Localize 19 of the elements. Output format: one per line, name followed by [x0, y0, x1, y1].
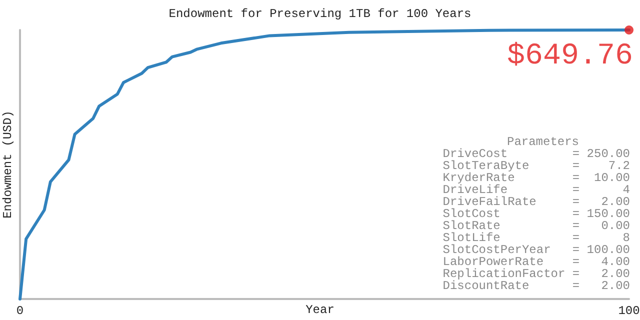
x-tick-label: 0 — [16, 304, 24, 318]
x-tick-label: 100 — [618, 304, 640, 318]
x-axis-title: Year — [306, 303, 334, 317]
annotation: KryderRate = 10.00 — [442, 171, 630, 185]
annotation: ReplicationFactor = 2.00 — [442, 267, 630, 281]
annotation: LaborPowerRate = 4.00 — [442, 255, 630, 269]
annotation: SlotCostPerYear = 100.00 — [442, 243, 630, 257]
annotation: SlotLife = 8 — [442, 231, 630, 245]
y-axis-title: Endowment (USD) — [1, 110, 15, 219]
annotation: SlotTeraByte = 7.2 — [442, 159, 630, 173]
annotation: DiscountRate = 2.00 — [442, 279, 630, 293]
annotation: DriveLife = 4 — [442, 183, 630, 197]
annotation: DriveCost = 250.00 — [442, 147, 630, 161]
data-label: $649.76 — [506, 40, 633, 74]
annotation: SlotRate = 0.00 — [442, 219, 630, 233]
annotation: Parameters — [507, 135, 580, 149]
chart-title: Endowment for Preserving 1TB for 100 Years — [168, 7, 472, 21]
annotation: SlotCost = 150.00 — [442, 207, 630, 221]
annotation: DriveFailRate = 2.00 — [442, 195, 630, 209]
